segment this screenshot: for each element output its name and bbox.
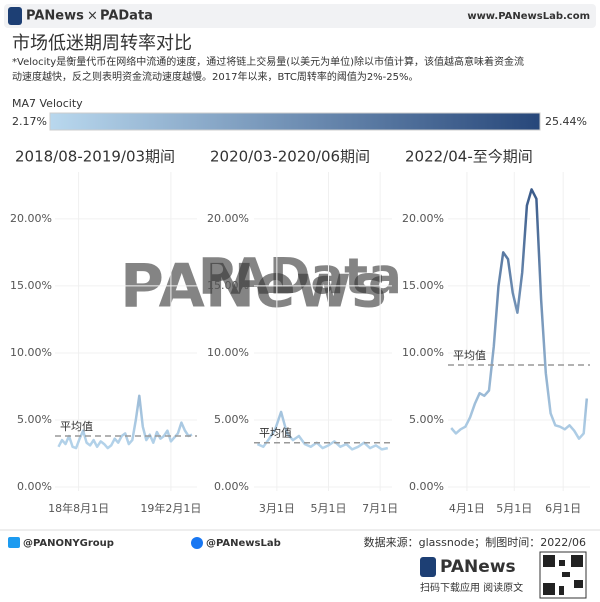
x-tick-label: 5月1日 <box>311 502 347 515</box>
x-tick-label: 4月1日 <box>449 502 485 515</box>
qr-caption: 扫码下载应用 阅读原文 <box>420 581 523 594</box>
watermark: PAData <box>198 248 402 306</box>
y-tick-label: 15.00% <box>207 279 249 292</box>
qr-code <box>539 551 587 599</box>
footer-twitter: @PANONYGroup <box>23 538 114 549</box>
x-tick-label: 6月1日 <box>545 502 581 515</box>
twitter-icon <box>8 537 20 548</box>
y-tick-label: 20.00% <box>10 212 52 225</box>
logo-left: PANews <box>26 9 84 24</box>
legend-min: 2.17% <box>12 115 47 128</box>
average-label: 平均值 <box>259 427 292 440</box>
y-tick-label: 10.00% <box>10 346 52 359</box>
footer-facebook: @PANewsLab <box>206 538 281 549</box>
logo-sep: × <box>87 9 98 24</box>
y-tick-label: 0.00% <box>409 480 444 493</box>
y-tick-label: 20.00% <box>402 212 444 225</box>
panel-title: 2020/03-2020/06期间 <box>210 148 370 166</box>
brand-icon <box>420 557 436 577</box>
x-tick-label: 5月1日 <box>496 502 532 515</box>
legend-color-bar <box>49 112 541 131</box>
panel-title: 2022/04-至今期间 <box>405 148 533 166</box>
y-tick-label: 15.00% <box>402 279 444 292</box>
x-tick-label: 18年8月1日 <box>48 501 109 515</box>
footer-source: 数据来源：glassnode；制图时间：2022/06 <box>364 535 586 549</box>
y-tick-label: 20.00% <box>207 212 249 225</box>
y-tick-label: 5.00% <box>409 413 444 426</box>
average-label: 平均值 <box>60 420 93 433</box>
logo-icon <box>8 7 22 25</box>
panel-title: 2018/08-2019/03期间 <box>15 148 175 166</box>
facebook-icon <box>191 537 203 549</box>
y-tick-label: 0.00% <box>214 480 249 493</box>
legend-max: 25.44% <box>545 115 587 128</box>
y-tick-label: 15.00% <box>10 279 52 292</box>
x-tick-label: 19年2月1日 <box>140 501 201 515</box>
logo-right: PAData <box>100 9 153 24</box>
y-tick-label: 5.00% <box>17 413 52 426</box>
footer-brand: PANews <box>440 557 516 577</box>
watermark: PANews <box>120 252 387 322</box>
average-label: 平均值 <box>453 349 486 362</box>
header-url: www.PANewsLab.com <box>467 11 590 22</box>
y-tick-label: 5.00% <box>214 413 249 426</box>
velocity-line <box>450 188 589 440</box>
y-tick-label: 0.00% <box>17 480 52 493</box>
legend-title: MA7 Velocity <box>12 97 83 110</box>
x-tick-label: 3月1日 <box>259 502 295 515</box>
header-band <box>4 4 596 28</box>
subtitle-line: 动速度越快，反之则表明资金流动速度越慢。2017年以来，BTC周转率的阈值为2%… <box>12 70 419 83</box>
x-tick-label: 7月1日 <box>362 502 398 515</box>
y-tick-label: 10.00% <box>402 346 444 359</box>
charts: 2018/08-2019/03期间 0.00% 5.00% 10.00% 15.00% 2… <box>10 148 590 515</box>
subtitle-line: *Velocity是衡量代币在网络中流通的速度，通过将链上交易量(以美元为单位)… <box>12 55 524 68</box>
title: 市场低迷期周转率对比 <box>12 33 192 54</box>
y-tick-label: 10.00% <box>207 346 249 359</box>
velocity-line <box>256 410 389 451</box>
